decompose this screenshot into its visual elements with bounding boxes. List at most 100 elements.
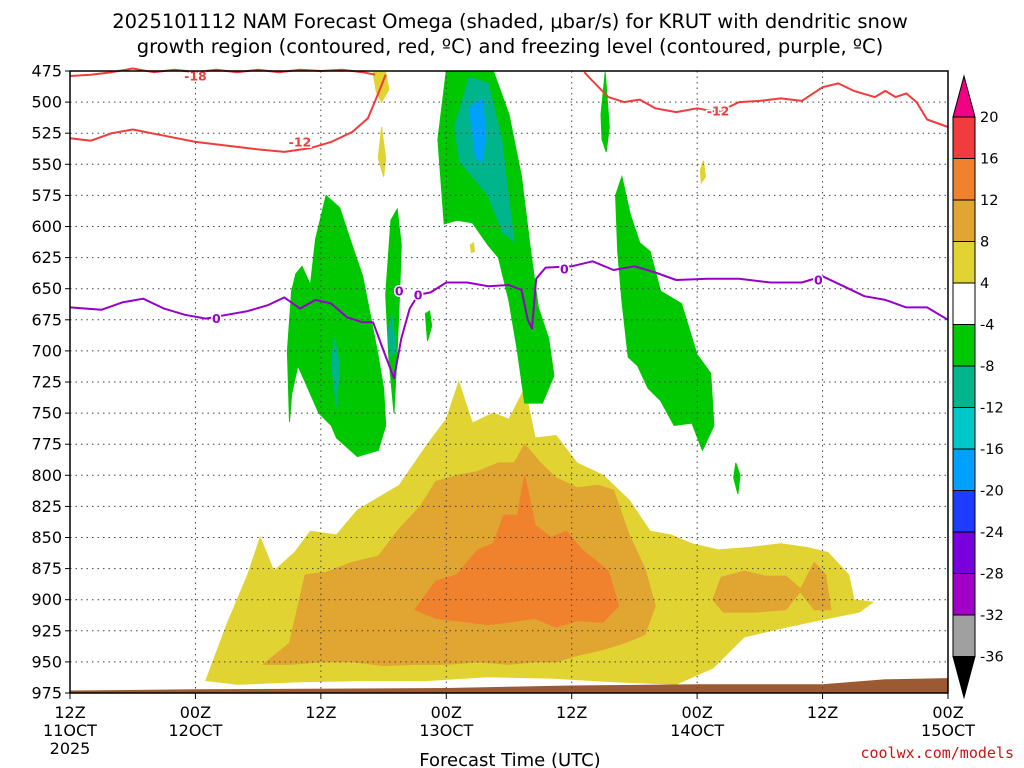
colorbar-swatch [952,573,976,616]
contour-label: -12 [707,103,730,118]
ascent-8-area [385,207,402,414]
ground-surface [70,678,948,693]
x-tick-date-label: 11OCT [43,721,97,740]
y-tick-label: 500 [31,93,62,112]
x-tick-label: 00Z [932,703,963,722]
ascent-16-area [468,97,487,163]
contour-lines [69,67,949,380]
ascent-12-area [387,313,397,359]
ascent-8-area [615,174,715,452]
colorbar-bottom-arrow [952,656,976,700]
colorbar-label: -28 [980,567,1004,583]
contour-label: 0 [560,261,569,276]
y-axis: 475 500 525 550 575 600 625 650 675 700 725 750 775 8… [31,62,70,703]
colorbar-label: 4 [980,276,989,292]
y-tick-label: 950 [31,652,62,671]
x-tick-label: 12Z [807,703,838,722]
subsidence-12-area [414,475,620,628]
y-tick-label: 675 [31,310,62,329]
ascent-8-area [286,194,387,458]
y-tick-label: 575 [31,186,62,205]
colorbar-label: 8 [980,235,989,251]
chart-title-line2: growth region (contoured, red, ºC) and f… [137,35,884,58]
x-tick-label: 12Z [556,703,587,722]
y-tick-label: 925 [31,621,62,640]
subsidence-8-area [799,561,832,611]
ascent-12-area [454,76,515,243]
colorbar-swatch [952,448,976,491]
x-tick-label: 12Z [54,703,85,722]
subsidence-8-area [712,570,803,613]
freezing-level-contour [69,260,949,380]
colorbar-label: -24 [980,525,1004,541]
y-tick-label: 775 [31,435,62,454]
dgz-minus12-upper-contour [583,71,949,128]
subsidence-4-area [699,160,707,185]
ascent-8-area [733,462,741,495]
colorbar-label: -4 [980,318,994,334]
colorbar-top-arrow [952,74,976,118]
y-tick-label: 900 [31,590,62,609]
contour-label: 0 [414,287,423,302]
y-tick-label: 975 [31,684,62,703]
y-tick-label: 525 [31,124,62,143]
dgz-minus12-lower-contour [69,74,387,153]
x-tick-date-label: 14OCT [670,721,724,740]
x-tick-date-label: 13OCT [419,721,473,740]
y-tick-label: 750 [31,404,62,423]
y-tick-label: 800 [31,466,62,485]
subsidence-4-area [469,241,476,254]
y-tick-label: 625 [31,248,62,267]
colorbar-swatch [952,199,976,242]
colorbar-swatch [952,407,976,450]
credit-text: coolwx.com/models [860,744,1014,762]
x-tick-year-label: 2025 [50,739,91,758]
x-axis-label: Forecast Time (UTC) [419,750,600,768]
colorbar-swatch [952,490,976,533]
y-tick-label: 600 [31,217,62,236]
colorbar-label: -8 [980,359,994,375]
x-tick-label: 00Z [431,703,462,722]
y-tick-label: 700 [31,341,62,360]
x-tick-label: 00Z [180,703,211,722]
x-tick-label: 12Z [305,703,336,722]
ascent-8-area [600,72,610,153]
colorbar-label: -36 [980,650,1004,666]
colorbar-label: 16 [980,152,998,168]
colorbar-swatch [952,365,976,408]
y-tick-label: 850 [31,528,62,547]
grid-lines [70,71,948,693]
colorbar-label: -20 [980,484,1004,500]
y-tick-label: 650 [31,279,62,298]
y-tick-label: 475 [31,62,62,81]
contour-label: -12 [289,134,312,149]
colorbar-label: 12 [980,193,998,209]
colorbar: 20 16 12 8 4 -4 -8 -12 -16 -20 -24 -28 -32 -36 [952,74,1004,700]
colorbar-swatch [952,614,976,657]
colorbar-swatch [952,324,976,367]
subsidence-4-area [377,126,387,177]
colorbar-label: -32 [980,608,1004,624]
omega-shading [70,70,948,693]
x-tick-label: 00Z [681,703,712,722]
y-tick-label: 550 [31,155,62,174]
colorbar-label: -16 [980,442,1004,458]
colorbar-swatch [952,116,976,159]
y-tick-label: 875 [31,559,62,578]
contour-label: 0 [212,311,221,326]
ascent-12-area [330,338,341,407]
colorbar-swatch [952,241,976,284]
chart-title-line1: 2025101112 NAM Forecast Omega (shaded, μ… [112,10,908,33]
ascent-8-area [424,310,433,342]
colorbar-label: 20 [980,110,998,126]
y-tick-label: 825 [31,497,62,516]
y-tick-label: 725 [31,373,62,392]
x-tick-date-label: 12OCT [168,721,222,740]
dgz-minus18-contour [69,67,376,77]
colorbar-swatch [952,158,976,201]
contour-label: 0 [395,284,404,299]
x-tick-date-label: 15OCT [921,721,975,740]
